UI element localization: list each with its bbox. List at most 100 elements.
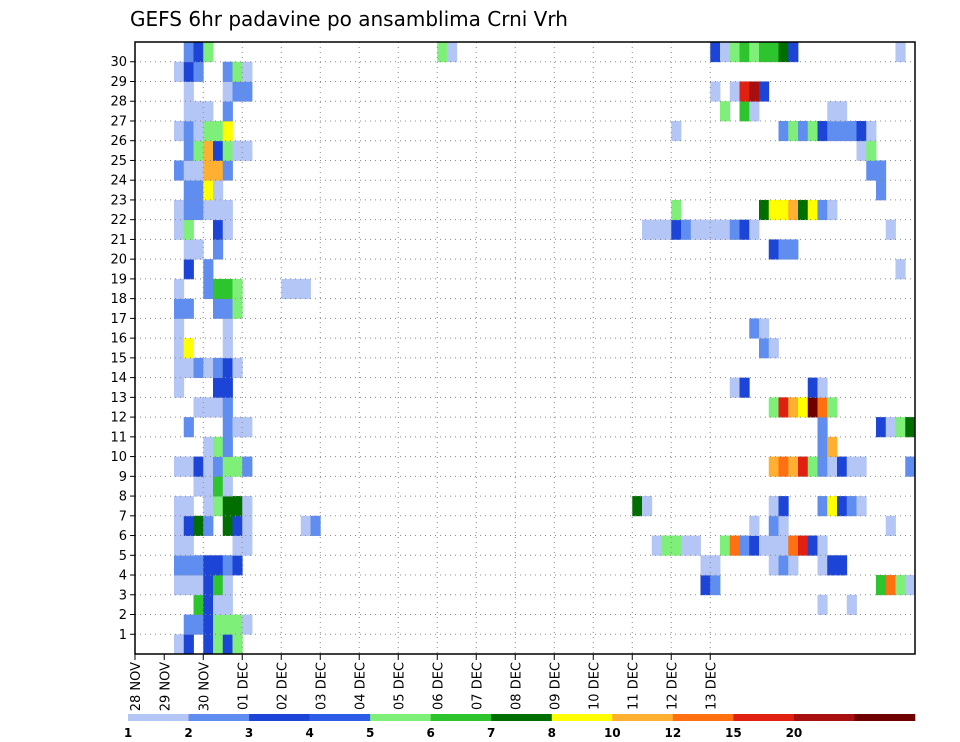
y-tick-label: 29 [110,75,127,90]
heatmap-cell [700,219,711,240]
heatmap-cell [174,278,185,300]
heatmap-cell [213,120,224,142]
heatmap-cell [242,614,253,635]
heatmap-cell [749,42,760,63]
heatmap-cell [213,456,224,477]
heatmap-cell [213,140,224,161]
colorbar-swatch [491,714,553,721]
heatmap-cell [768,239,779,260]
heatmap-cell [222,101,233,122]
heatmap-cell [710,555,721,576]
heatmap-cell [193,160,204,181]
colorbar-label: 4 [305,726,313,740]
heatmap-cell [213,436,224,457]
heatmap-cell [817,456,828,477]
heatmap-cell [174,575,185,596]
heatmap-cell [174,338,185,359]
heatmap-cell [222,120,233,142]
y-tick-label: 28 [110,95,127,110]
colorbar-label: 1 [124,726,132,740]
heatmap-cell [213,180,224,201]
heatmap-cell [174,515,185,536]
heatmap-cell [778,515,789,536]
heatmap-cell [651,535,662,556]
heatmap-cell [788,42,799,63]
heatmap-cell [739,81,750,102]
colorbar-legend: 1 2 3 4 5 6 7 8 10 12 15 20 [124,714,916,740]
heatmap-cell [203,259,214,280]
heatmap-cell [876,160,887,181]
heatmap-cell [310,515,321,536]
heatmap-cell [905,417,916,438]
x-tick-label: 07 DEC [470,662,485,710]
heatmap-cell [681,219,692,240]
heatmap-cell [817,496,828,517]
colorbar-label: 2 [184,726,192,740]
heatmap-cell [720,42,731,63]
y-tick-label: 21 [110,233,127,248]
heatmap-cell [222,298,233,319]
heatmap-cell [710,81,721,102]
x-tick-label: 05 DEC [392,662,407,710]
colorbar-swatch [188,714,250,721]
heatmap-cell [222,199,233,221]
heatmap-cell [213,160,224,181]
heatmap-cell [222,476,233,497]
heatmap-cell [213,496,224,517]
heatmap-cell [788,120,799,142]
heatmap-cell [720,219,731,240]
heatmap-cell [203,575,214,596]
y-tick-label: 12 [110,411,127,426]
heatmap-cell [183,496,194,517]
heatmap-cell [729,81,740,102]
heatmap-cell [242,417,253,438]
heatmap-cell [222,81,233,102]
colorbar-label: 6 [427,726,435,740]
heatmap-cell [807,397,818,418]
x-tick-label: 29 NOV [158,662,173,711]
heatmap-cell [856,120,867,142]
heatmap-cell [174,61,185,82]
heatmap-cell [739,42,750,63]
heatmap-cell [817,555,828,576]
heatmap-cell [174,634,185,655]
heatmap-cell [193,42,204,63]
heatmap-cell [183,417,194,438]
chart-grid [135,42,915,654]
heatmap-cell [193,555,204,576]
heatmap-cell [222,417,233,438]
heatmap-cell [710,575,721,596]
heatmap-cell [778,397,789,418]
heatmap-cell [759,42,770,63]
y-tick-label: 13 [110,391,127,406]
heatmap-cell [788,397,799,418]
heatmap-cell [300,515,311,536]
heatmap-cell [866,160,877,181]
heatmap-cell [174,357,185,379]
heatmap-cell [895,417,906,438]
heatmap-cell [291,278,302,300]
heatmap-cell [183,555,194,576]
y-tick-label: 9 [119,470,127,485]
y-tick-label: 24 [110,174,127,189]
heatmap-cell [827,101,838,122]
heatmap-cell [905,575,916,596]
heatmap-cell [788,535,799,556]
heatmap-cell [817,535,828,556]
heatmap-cell [213,377,224,398]
heatmap-cell [807,199,818,221]
heatmap-cell [885,515,896,536]
heatmap-cell [232,81,243,102]
heatmap-cell [798,456,809,477]
heatmap-cell [798,120,809,142]
heatmap-cell [759,338,770,359]
heatmap-cell [300,278,311,300]
heatmap-cell [768,338,779,359]
heatmap-cell [778,42,789,63]
heatmap-cell [232,535,243,556]
heatmap-cell [183,180,194,201]
heatmap-cell [183,61,194,82]
heatmap-cell [222,436,233,457]
heatmap-cell [213,614,224,635]
heatmap-cell [183,42,194,63]
